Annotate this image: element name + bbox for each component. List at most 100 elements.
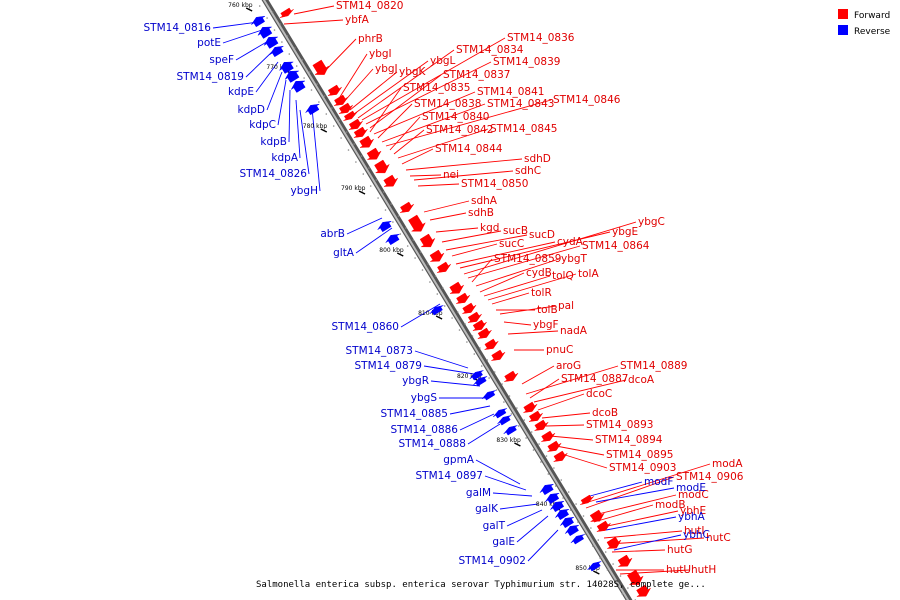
gene-label-sucb[interactable]: sucB xyxy=(503,225,528,237)
gene-label-nei[interactable]: nei xyxy=(443,169,459,181)
reverse-gene-arrow xyxy=(570,534,585,545)
gene-label-huti[interactable]: hutI xyxy=(684,525,705,537)
gene-label-stm14-0902[interactable]: STM14_0902 xyxy=(459,555,526,567)
gene-label-kdpd[interactable]: kdpD xyxy=(238,104,266,116)
gene-label-stm14-0840[interactable]: STM14_0840 xyxy=(422,111,489,123)
gene-label-dcoa[interactable]: dcoA xyxy=(628,374,655,386)
gene-label-stm14-0819[interactable]: STM14_0819 xyxy=(177,71,244,83)
gene-label-stm14-0841[interactable]: STM14_0841 xyxy=(477,86,544,98)
gene-label-stm14-0837[interactable]: STM14_0837 xyxy=(443,69,510,81)
gene-label-modc[interactable]: modC xyxy=(678,489,709,501)
gene-label-stm14-0839[interactable]: STM14_0839 xyxy=(493,56,560,68)
gene-label-hutc[interactable]: hutC xyxy=(706,532,731,544)
gene-label-stm14-0903[interactable]: STM14_0903 xyxy=(609,462,676,474)
gene-label-galt[interactable]: galT xyxy=(483,520,506,532)
gene-label-ybgt[interactable]: ybgT xyxy=(561,253,588,265)
gene-label-stm14-0864[interactable]: STM14_0864 xyxy=(582,240,650,252)
gene-label-ybgk[interactable]: ybgK xyxy=(399,66,427,78)
gene-label-kdpc[interactable]: kdpC xyxy=(249,119,276,131)
gene-label-pal[interactable]: pal xyxy=(558,300,574,312)
gene-label-sdhd[interactable]: sdhD xyxy=(524,153,551,165)
gene-label-stm14-0816[interactable]: STM14_0816 xyxy=(144,22,212,34)
gene-label-stm14-0886[interactable]: STM14_0886 xyxy=(391,424,459,436)
gene-label-stm14-0906[interactable]: STM14_0906 xyxy=(676,471,744,483)
gene-label-sdhb[interactable]: sdhB xyxy=(468,207,494,219)
gene-label-ybgc[interactable]: ybgC xyxy=(638,216,665,228)
gene-label-stm14-0835[interactable]: STM14_0835 xyxy=(403,82,470,94)
gene-label-kdpe[interactable]: kdpE xyxy=(228,86,254,98)
gene-label-mode[interactable]: modE xyxy=(676,482,706,494)
gene-label-glta[interactable]: gltA xyxy=(333,247,355,259)
gene-label-ybgl[interactable]: ybgL xyxy=(430,55,456,67)
gene-label-stm14-0850[interactable]: STM14_0850 xyxy=(461,178,528,190)
gene-label-stm14-0844[interactable]: STM14_0844 xyxy=(435,143,503,155)
gene-label-gpma[interactable]: gpmA xyxy=(443,454,475,466)
gene-label-dcob[interactable]: dcoB xyxy=(592,407,618,419)
gene-label-tolr[interactable]: tolR xyxy=(531,287,552,299)
gene-label-ybge[interactable]: ybgE xyxy=(612,226,638,238)
gene-label-spef[interactable]: speF xyxy=(209,54,234,66)
gene-label-stm14-0887[interactable]: STM14_0887 xyxy=(561,373,628,385)
gene-label-modb[interactable]: modB xyxy=(655,499,686,511)
gene-label-stm14-0836[interactable]: STM14_0836 xyxy=(507,32,575,44)
gene-label-stm14-0838[interactable]: STM14_0838 xyxy=(414,98,481,110)
gene-label-sucd[interactable]: sucD xyxy=(529,229,555,241)
gene-label-modf[interactable]: modF xyxy=(644,476,673,488)
gene-label-stm14-0893[interactable]: STM14_0893 xyxy=(586,419,653,431)
gene-label-pote[interactable]: potE xyxy=(197,37,221,49)
gene-label-stm14-0845[interactable]: STM14_0845 xyxy=(490,123,557,135)
gene-label-kgd[interactable]: kgd xyxy=(480,222,499,234)
gene-label-ybgf[interactable]: ybgF xyxy=(533,319,559,331)
gene-label-stm14-0860[interactable]: STM14_0860 xyxy=(332,321,399,333)
gene-label-stm14-0846[interactable]: STM14_0846 xyxy=(553,94,621,106)
gene-label-succ[interactable]: sucC xyxy=(499,238,524,250)
gene-label-tolq[interactable]: tolQ xyxy=(552,270,574,282)
gene-label-tolb[interactable]: tolB xyxy=(537,304,558,316)
gene-label-stm14-0842[interactable]: STM14_0842 xyxy=(426,124,493,136)
gene-label-stm14-0888[interactable]: STM14_0888 xyxy=(399,438,466,450)
gene-label-galk[interactable]: galK xyxy=(475,503,499,515)
gene-label-stm14-0826[interactable]: STM14_0826 xyxy=(240,168,308,180)
gene-label-huth[interactable]: hutH xyxy=(691,564,716,576)
kbp-tick-label: 780 kbp xyxy=(303,123,328,130)
gene-label-ybfa[interactable]: ybfA xyxy=(345,14,370,26)
gene-label-stm14-0885[interactable]: STM14_0885 xyxy=(381,408,448,420)
gene-label-ybgi[interactable]: ybgI xyxy=(369,48,392,60)
gene-label-stm14-0820[interactable]: STM14_0820 xyxy=(336,0,403,12)
gene-label-gale[interactable]: galE xyxy=(492,536,515,548)
gene-label-ybhc[interactable]: ybhC xyxy=(683,529,710,541)
gene-label-tola[interactable]: tolA xyxy=(578,268,599,280)
gene-label-ybgh[interactable]: ybgH xyxy=(291,185,318,197)
gene-label-hutu[interactable]: hutU xyxy=(666,564,691,576)
gene-label-cydb[interactable]: cydB xyxy=(526,267,552,279)
gene-label-ybhe[interactable]: ybhE xyxy=(680,505,706,517)
gene-label-sdhc[interactable]: sdhC xyxy=(515,165,541,177)
gene-label-ybgs[interactable]: ybgS xyxy=(411,392,438,404)
gene-label-abrb[interactable]: abrB xyxy=(320,228,345,240)
gene-label-ybgj[interactable]: ybgJ xyxy=(375,63,398,75)
gene-label-pnuc[interactable]: pnuC xyxy=(546,344,573,356)
gene-label-stm14-0889[interactable]: STM14_0889 xyxy=(620,360,687,372)
gene-label-sdha[interactable]: sdhA xyxy=(471,195,498,207)
gene-label-moda[interactable]: modA xyxy=(712,458,743,470)
gene-label-nada[interactable]: nadA xyxy=(560,325,588,337)
gene-label-hutg[interactable]: hutG xyxy=(667,544,693,556)
gene-label-stm14-0894[interactable]: STM14_0894 xyxy=(595,434,663,446)
gene-label-galm[interactable]: galM xyxy=(466,487,491,499)
gene-label-phrb[interactable]: phrB xyxy=(358,33,383,45)
gene-label-kdpb[interactable]: kdpB xyxy=(260,136,287,148)
gene-label-stm14-0834[interactable]: STM14_0834 xyxy=(456,44,524,56)
gene-label-kdpa[interactable]: kdpA xyxy=(271,152,298,164)
gene-label-cyda[interactable]: cydA xyxy=(557,236,584,248)
gene-label-stm14-0897[interactable]: STM14_0897 xyxy=(416,470,483,482)
gene-label-stm14-0859[interactable]: STM14_0859 xyxy=(494,253,561,265)
gene-label-stm14-0843[interactable]: STM14_0843 xyxy=(487,98,554,110)
gene-label-stm14-0879[interactable]: STM14_0879 xyxy=(355,360,422,372)
gene-label-ybgr[interactable]: ybgR xyxy=(402,375,429,387)
gene-label-dcoc[interactable]: dcoC xyxy=(586,388,612,400)
gene-label-arog[interactable]: aroG xyxy=(556,360,581,372)
gene-label-ybha[interactable]: ybhA xyxy=(678,511,706,523)
gene-label-stm14-0873[interactable]: STM14_0873 xyxy=(346,345,413,357)
gene-label-stm14-0895[interactable]: STM14_0895 xyxy=(606,449,673,461)
